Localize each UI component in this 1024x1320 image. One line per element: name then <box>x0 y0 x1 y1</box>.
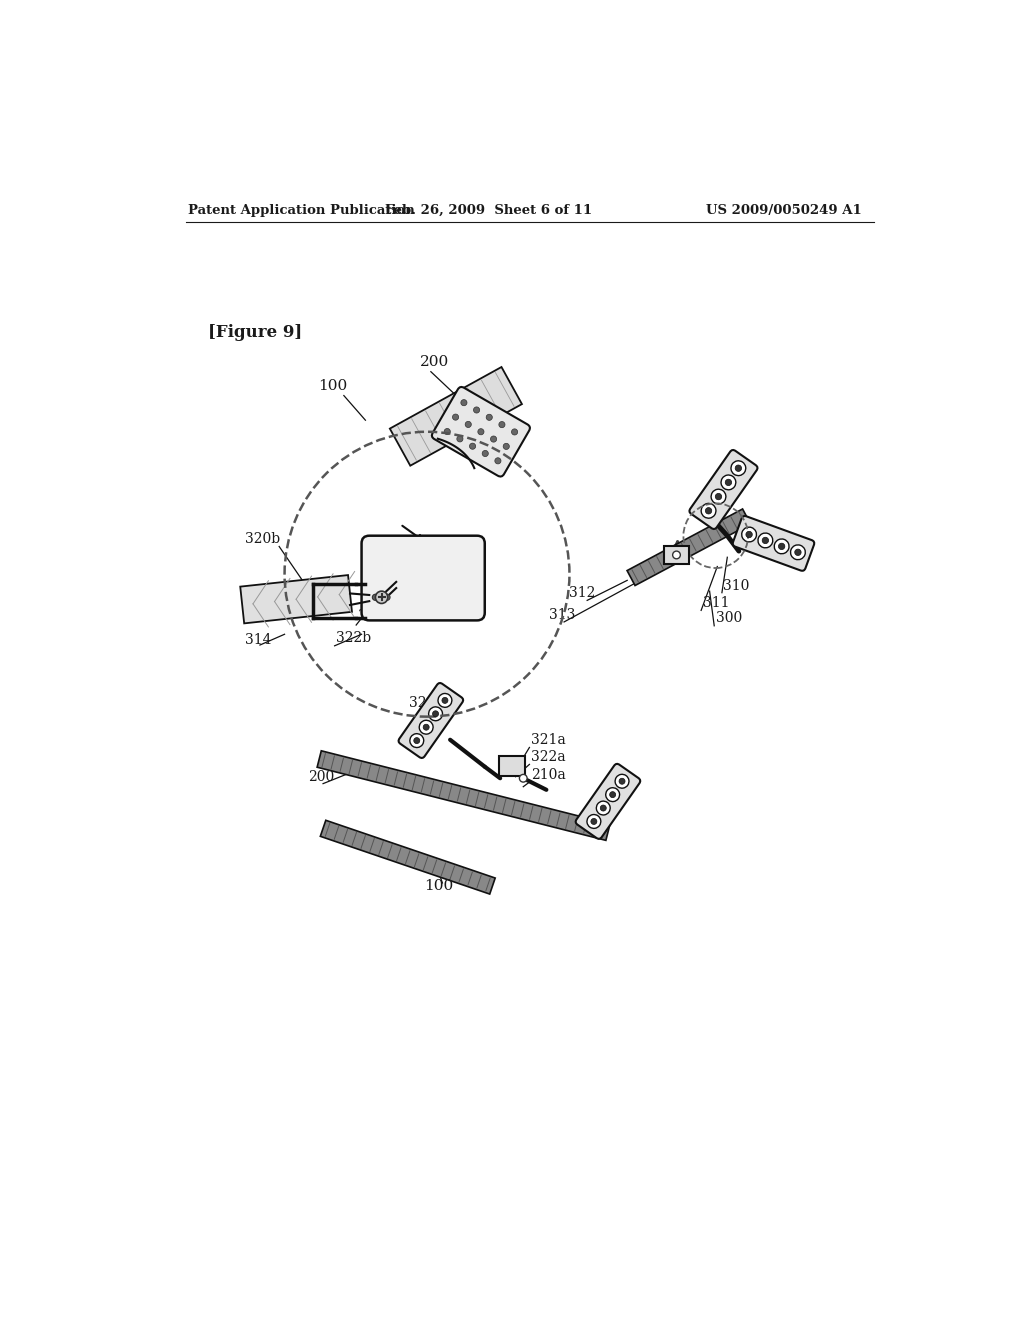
Text: 322a: 322a <box>531 750 565 764</box>
Circle shape <box>735 465 741 471</box>
Circle shape <box>414 738 420 743</box>
Text: 300: 300 <box>716 611 742 624</box>
FancyBboxPatch shape <box>432 387 530 477</box>
Circle shape <box>503 444 509 449</box>
Circle shape <box>384 594 390 601</box>
Circle shape <box>795 549 801 556</box>
Circle shape <box>457 436 463 442</box>
Circle shape <box>453 414 459 420</box>
Circle shape <box>469 444 476 449</box>
Circle shape <box>465 421 471 428</box>
Text: 311: 311 <box>702 595 729 610</box>
Text: 310: 310 <box>724 578 750 593</box>
Circle shape <box>706 508 712 513</box>
Text: 312: 312 <box>569 586 596 601</box>
Circle shape <box>774 539 790 554</box>
Circle shape <box>587 814 601 829</box>
Circle shape <box>380 594 386 601</box>
Bar <box>321 820 496 894</box>
Circle shape <box>596 801 610 814</box>
Text: Patent Application Publication: Patent Application Publication <box>188 205 415 218</box>
Bar <box>390 367 522 466</box>
Text: [Figure 9]: [Figure 9] <box>208 323 302 341</box>
Circle shape <box>423 725 429 730</box>
Text: 322b: 322b <box>336 631 372 645</box>
Circle shape <box>791 545 805 560</box>
Circle shape <box>429 708 442 721</box>
Circle shape <box>741 527 757 543</box>
Circle shape <box>410 734 424 747</box>
Text: 320b: 320b <box>245 532 280 546</box>
Circle shape <box>725 479 731 486</box>
Bar <box>627 510 751 586</box>
Circle shape <box>461 400 467 405</box>
Text: 321a: 321a <box>531 733 565 747</box>
Circle shape <box>438 693 452 708</box>
FancyBboxPatch shape <box>361 536 484 620</box>
FancyBboxPatch shape <box>499 756 524 776</box>
Circle shape <box>758 533 773 548</box>
Circle shape <box>490 436 497 442</box>
Text: Feb. 26, 2009  Sheet 6 of 11: Feb. 26, 2009 Sheet 6 of 11 <box>385 205 592 218</box>
Circle shape <box>442 697 447 704</box>
Circle shape <box>473 407 479 413</box>
Circle shape <box>376 594 382 601</box>
Circle shape <box>512 429 518 436</box>
Circle shape <box>499 421 505 428</box>
Circle shape <box>478 429 484 434</box>
Circle shape <box>444 429 451 434</box>
FancyBboxPatch shape <box>398 682 463 758</box>
Text: 100: 100 <box>318 379 348 392</box>
Text: 200: 200 <box>420 355 450 370</box>
Circle shape <box>716 494 722 500</box>
Circle shape <box>711 490 726 504</box>
Circle shape <box>376 591 388 603</box>
Text: 320a: 320a <box>410 696 444 710</box>
FancyBboxPatch shape <box>689 450 758 529</box>
FancyBboxPatch shape <box>665 545 689 564</box>
Circle shape <box>778 543 784 549</box>
Circle shape <box>762 537 769 544</box>
FancyBboxPatch shape <box>733 516 814 570</box>
Bar <box>317 751 610 841</box>
Circle shape <box>373 594 379 601</box>
Circle shape <box>519 775 527 781</box>
Text: 313: 313 <box>549 609 575 622</box>
Bar <box>241 576 352 623</box>
Circle shape <box>482 450 488 457</box>
Circle shape <box>701 503 716 519</box>
Circle shape <box>745 532 753 537</box>
Text: US 2009/0050249 A1: US 2009/0050249 A1 <box>707 205 862 218</box>
Circle shape <box>486 414 493 420</box>
Text: 314: 314 <box>245 632 271 647</box>
Circle shape <box>600 805 606 810</box>
Text: 210a: 210a <box>531 768 565 781</box>
Circle shape <box>721 475 736 490</box>
Circle shape <box>432 710 438 717</box>
Circle shape <box>606 788 620 801</box>
Text: 210b: 210b <box>388 578 424 593</box>
Circle shape <box>591 818 597 825</box>
Circle shape <box>620 779 625 784</box>
Circle shape <box>495 458 501 463</box>
Circle shape <box>615 775 629 788</box>
Text: 200: 200 <box>307 770 334 784</box>
Circle shape <box>609 792 615 797</box>
Circle shape <box>419 721 433 734</box>
Text: 321b: 321b <box>357 610 393 623</box>
Text: 100: 100 <box>424 879 454 892</box>
Circle shape <box>731 461 745 475</box>
Circle shape <box>673 552 680 558</box>
FancyBboxPatch shape <box>575 764 640 838</box>
